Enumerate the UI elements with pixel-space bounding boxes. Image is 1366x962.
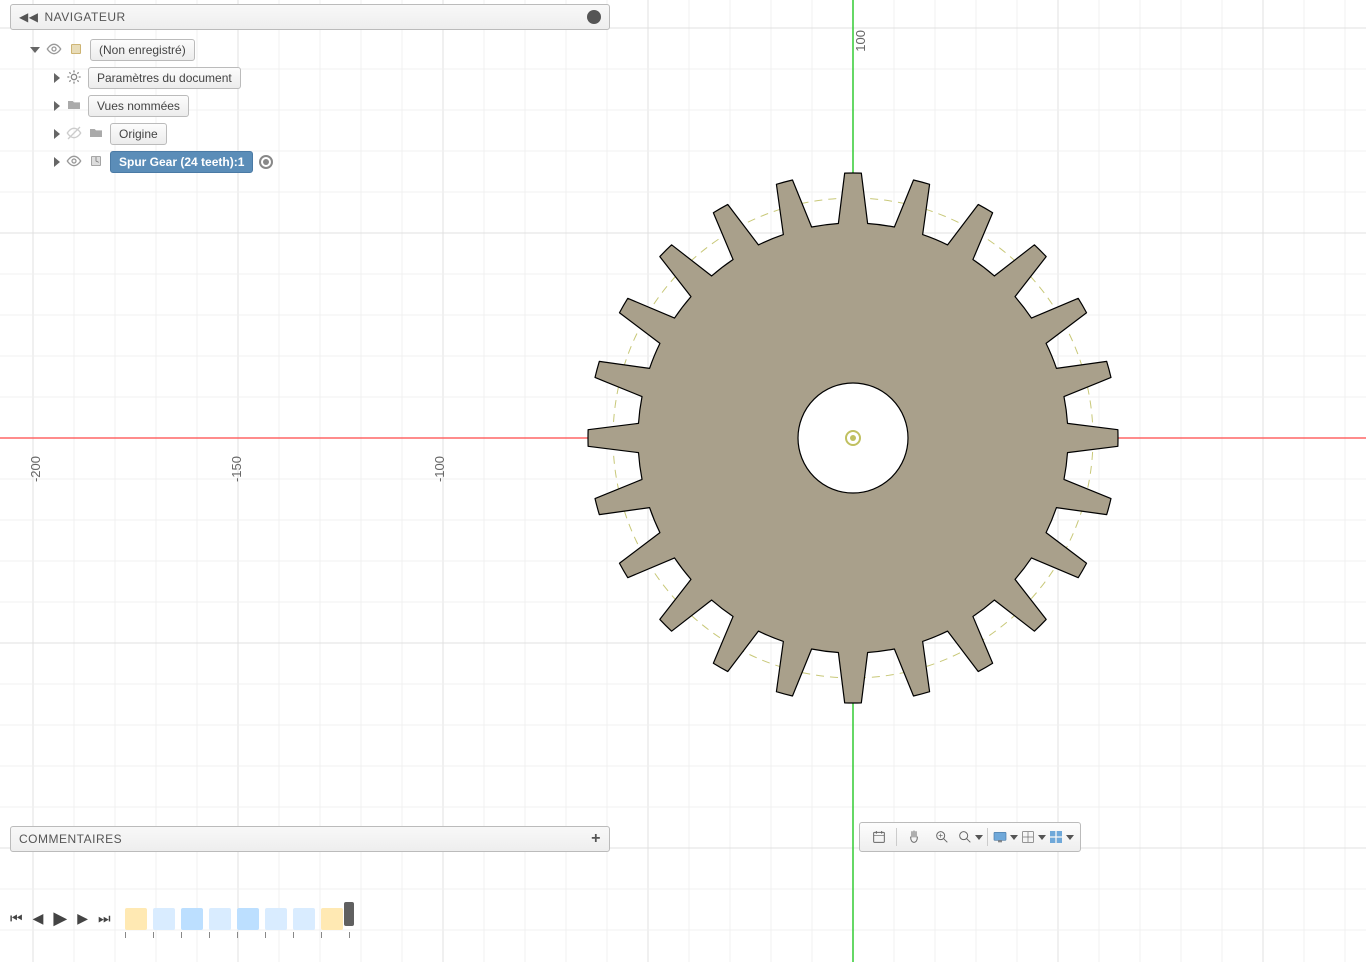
expand-icon[interactable] (30, 47, 40, 53)
collapse-icon[interactable]: ◀◀ (19, 10, 38, 24)
viewports-button[interactable] (1048, 825, 1074, 849)
grid-settings-button[interactable] (1020, 825, 1046, 849)
zoom-button[interactable] (929, 825, 955, 849)
timeline-play-controls: ⏮ ◀ ▶ ▶ ⏭ (10, 908, 111, 929)
gear-icon (66, 69, 82, 88)
timeline-first-button[interactable]: ⏮ (10, 910, 23, 927)
folder-icon (66, 97, 82, 116)
folder-icon (88, 125, 104, 144)
comments-title: COMMENTAIRES (19, 832, 122, 846)
tree-label: Vues nommées (97, 99, 180, 113)
timeline-prev-button[interactable]: ◀ (33, 910, 44, 927)
link-icon (88, 153, 104, 172)
tree-node[interactable]: Origine (110, 123, 167, 145)
svg-text:100: 100 (853, 30, 868, 52)
eye-icon[interactable] (66, 153, 82, 172)
navigation-toolbar (859, 822, 1081, 852)
timeline-feature[interactable] (293, 908, 315, 930)
pan-button[interactable] (901, 825, 927, 849)
tree-node-selected[interactable]: Spur Gear (24 teeth):1 (110, 151, 253, 173)
tree-node[interactable]: Paramètres du document (88, 67, 241, 89)
timeline-next-button[interactable]: ▶ (77, 910, 88, 927)
root-label: (Non enregistré) (99, 43, 186, 57)
add-comment-icon[interactable]: + (591, 830, 601, 848)
tree-row[interactable]: Vues nommées (10, 92, 610, 120)
zoom-window-button[interactable] (957, 825, 983, 849)
timeline-feature[interactable] (153, 908, 175, 930)
eye-icon[interactable] (46, 41, 62, 60)
activate-radio-icon[interactable] (259, 155, 273, 169)
browser-tree: (Non enregistré) Paramètres du document … (10, 36, 610, 176)
eye-off-icon[interactable] (66, 125, 82, 144)
root-node[interactable]: (Non enregistré) (90, 39, 195, 61)
timeline-last-button[interactable]: ⏭ (98, 910, 111, 927)
browser-title: NAVIGATEUR (44, 10, 125, 24)
tree-row[interactable]: Origine (10, 120, 610, 148)
comments-panel: COMMENTAIRES + (10, 826, 610, 852)
timeline-feature[interactable] (237, 908, 259, 930)
tree-label: Origine (119, 127, 158, 141)
expand-icon[interactable] (54, 101, 60, 111)
timeline-feature[interactable] (125, 908, 147, 930)
tree-row-selected[interactable]: Spur Gear (24 teeth):1 (10, 148, 610, 176)
expand-icon[interactable] (54, 157, 60, 167)
timeline-marker[interactable] (344, 902, 354, 926)
calendar-button[interactable] (866, 825, 892, 849)
expand-icon[interactable] (54, 129, 60, 139)
tree-row[interactable]: Paramètres du document (10, 64, 610, 92)
timeline-feature[interactable] (321, 908, 343, 930)
timeline-features (125, 908, 343, 930)
timeline: ⏮ ◀ ▶ ▶ ⏭ (10, 898, 1356, 958)
minimize-icon[interactable] (587, 10, 601, 24)
browser-header[interactable]: ◀◀ NAVIGATEUR (10, 4, 610, 30)
component-icon (68, 41, 84, 60)
tree-root-row[interactable]: (Non enregistré) (10, 36, 610, 64)
browser-panel: ◀◀ NAVIGATEUR (Non enregistré) Paramè (10, 4, 610, 176)
tree-node[interactable]: Vues nommées (88, 95, 189, 117)
svg-text:-150: -150 (229, 456, 244, 482)
tree-label: Spur Gear (24 teeth):1 (119, 155, 244, 169)
expand-icon[interactable] (54, 73, 60, 83)
svg-text:-200: -200 (28, 456, 43, 482)
comments-header[interactable]: COMMENTAIRES + (10, 826, 610, 852)
timeline-feature[interactable] (265, 908, 287, 930)
timeline-play-button[interactable]: ▶ (53, 908, 67, 929)
display-settings-button[interactable] (992, 825, 1018, 849)
svg-text:-100: -100 (432, 456, 447, 482)
tree-label: Paramètres du document (97, 71, 232, 85)
timeline-feature[interactable] (209, 908, 231, 930)
timeline-feature[interactable] (181, 908, 203, 930)
